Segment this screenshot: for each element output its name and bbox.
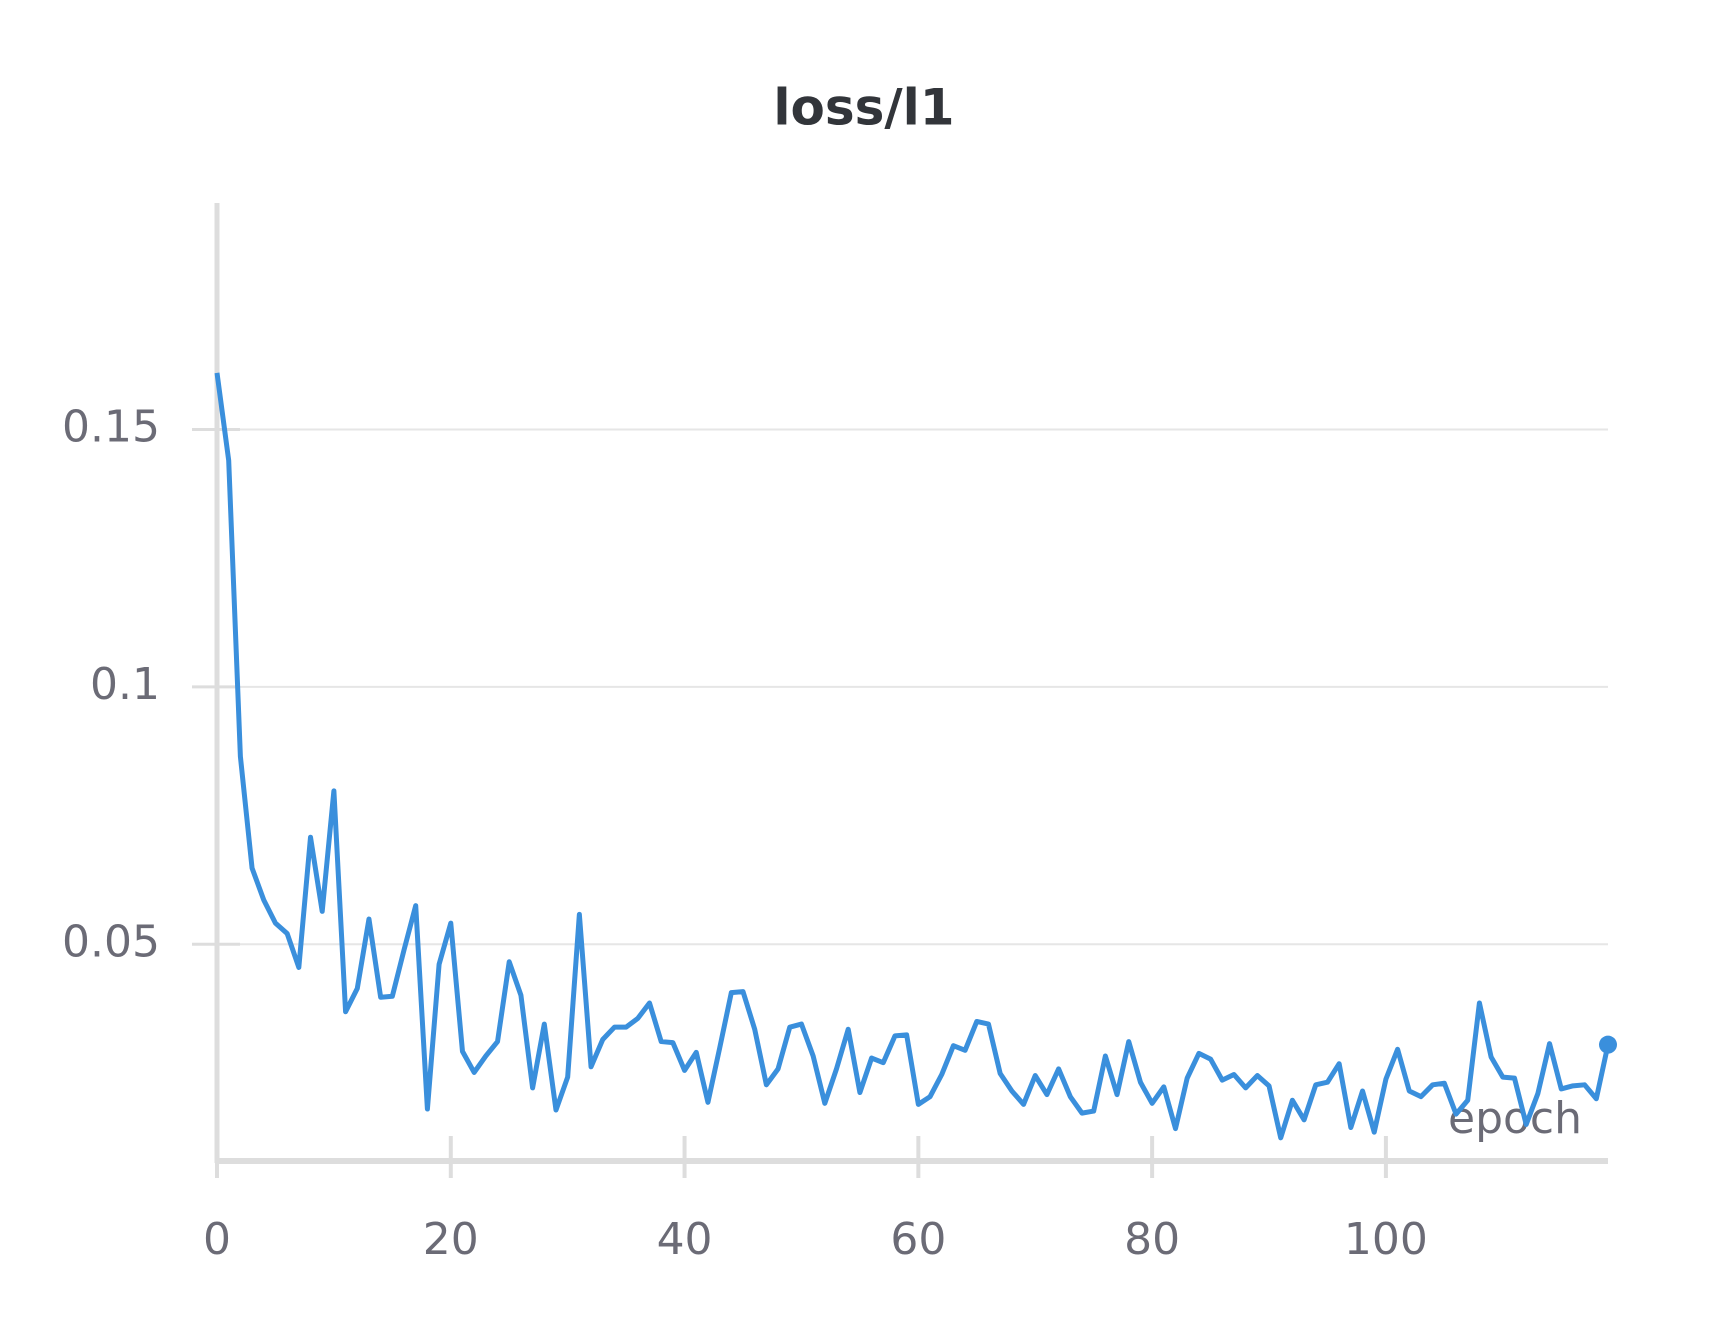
y-tick-label: 0.15 bbox=[62, 402, 160, 453]
x-axis-label: epoch bbox=[1448, 1093, 1582, 1144]
x-tick-label: 60 bbox=[890, 1214, 946, 1265]
x-tick-label: 80 bbox=[1124, 1214, 1180, 1265]
end-point bbox=[1599, 1035, 1617, 1054]
x-tick-label: 20 bbox=[423, 1214, 479, 1265]
chart-title: loss/l1 bbox=[773, 79, 954, 137]
y-tick-label: 0.1 bbox=[90, 659, 160, 710]
x-tick-label: 0 bbox=[203, 1214, 231, 1265]
y-tick-label: 0.05 bbox=[62, 916, 160, 967]
line bbox=[214, 372, 1611, 1141]
x-tick-label: 100 bbox=[1344, 1214, 1428, 1265]
x-tick-label: 40 bbox=[657, 1214, 713, 1265]
